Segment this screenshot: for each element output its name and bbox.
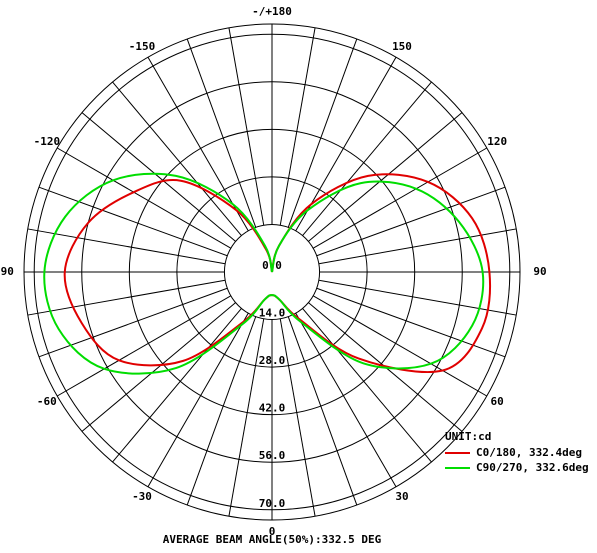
angle-tick-label: -90 — [0, 265, 14, 278]
r-tick-label: 56.0 — [259, 449, 286, 462]
r-tick-label: 28.0 — [259, 354, 286, 367]
spoke — [27, 228, 226, 265]
spoke — [318, 228, 517, 265]
footer: AVERAGE BEAM ANGLE(50%):332.5 DEG — [163, 533, 382, 546]
angle-tick-label: -30 — [132, 490, 152, 503]
spoke — [56, 147, 232, 249]
spoke — [228, 318, 265, 517]
angle-tick-label: -/+180 — [252, 5, 292, 18]
grid-ring — [81, 81, 463, 463]
angle-tick-label: -60 — [37, 395, 57, 408]
angle-tick-label: 90 — [533, 265, 546, 278]
spoke — [186, 316, 257, 506]
angle-tick-label: 0 — [269, 525, 276, 538]
spoke — [279, 318, 316, 517]
legend-label: C0/180, 332.4deg — [476, 446, 582, 459]
grid-ring — [33, 33, 511, 511]
legend-label: C90/270, 332.6deg — [476, 461, 589, 474]
angle-tick-label: -120 — [34, 135, 61, 148]
spoke — [147, 56, 249, 232]
series-line — [43, 172, 485, 375]
spoke — [27, 279, 226, 316]
spoke — [287, 316, 358, 506]
spoke — [312, 295, 488, 397]
angle-tick-label: 120 — [487, 135, 507, 148]
spoke — [302, 308, 432, 463]
spoke — [316, 186, 506, 257]
spoke — [38, 186, 228, 257]
spoke — [147, 312, 249, 488]
spoke — [56, 295, 232, 397]
spoke — [312, 147, 488, 249]
spoke — [112, 81, 242, 236]
grid-ring — [176, 176, 368, 368]
angle-tick-label: -150 — [129, 40, 156, 53]
grid-ring — [223, 223, 321, 321]
spoke — [279, 27, 316, 226]
spoke — [295, 56, 397, 232]
r-tick-label: 14.0 — [259, 307, 286, 320]
angle-tick-label: 60 — [491, 395, 504, 408]
spoke — [38, 287, 228, 358]
spoke — [81, 112, 236, 242]
spoke — [287, 38, 358, 228]
spoke — [318, 279, 517, 316]
angle-tick-label: 30 — [395, 490, 408, 503]
spoke — [112, 308, 242, 463]
spoke — [186, 38, 257, 228]
series-line — [63, 173, 492, 374]
angle-tick-label: 150 — [392, 40, 412, 53]
r-tick-label: 70.0 — [259, 497, 286, 510]
spoke — [295, 312, 397, 488]
spoke — [302, 81, 432, 236]
spoke — [316, 287, 506, 358]
grid-ring — [128, 128, 416, 416]
unit-label: UNIT:cd — [445, 430, 491, 443]
spoke — [228, 27, 265, 226]
spoke — [81, 302, 236, 432]
spoke — [308, 112, 463, 242]
r-tick-label: 42.0 — [259, 402, 286, 415]
